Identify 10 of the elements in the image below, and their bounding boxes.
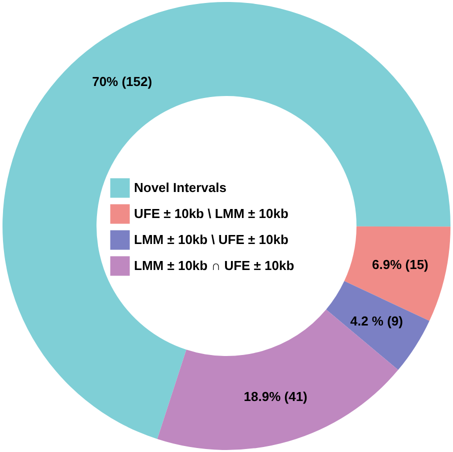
data-label: 4.2 % (9) bbox=[350, 314, 403, 329]
data-label: 6.9% (15) bbox=[372, 256, 428, 272]
legend-label: LMM ± 10kb ∩ UFE ± 10kb bbox=[134, 258, 294, 273]
donut-slice bbox=[2, 2, 450, 440]
legend-label: LMM ± 10kb \ UFE ± 10kb bbox=[134, 232, 288, 247]
legend-label: UFE ± 10kb \ LMM ± 10kb bbox=[134, 206, 288, 221]
legend-label: Novel Intervals bbox=[134, 180, 226, 195]
data-label: 18.9% (41) bbox=[244, 389, 308, 404]
data-label: 70% (152) bbox=[92, 74, 152, 89]
donut-slice bbox=[326, 281, 430, 370]
